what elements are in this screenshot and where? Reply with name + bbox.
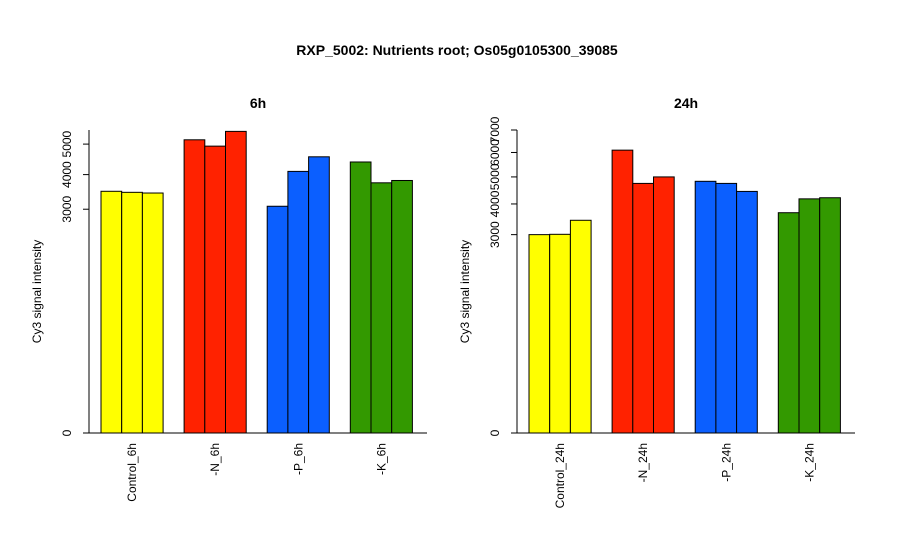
bar--K_6h-1 xyxy=(349,161,372,434)
y-tick-label: 3000 xyxy=(60,196,74,223)
bar-Control_24h-2 xyxy=(549,233,571,434)
bar--K_6h-2 xyxy=(370,182,393,434)
bar-Control_6h-1 xyxy=(100,190,123,434)
y-tick-label: 6000 xyxy=(488,139,502,166)
bar-Control_6h-3 xyxy=(141,192,164,434)
bar--N_24h-1 xyxy=(611,149,634,434)
y-axis-label: Cy3 signal intensity xyxy=(30,240,44,343)
category-label: Control_6h xyxy=(125,443,139,502)
bar--K_24h-3 xyxy=(819,197,841,434)
bar--K_6h-3 xyxy=(391,179,413,434)
panel-title: 24h xyxy=(674,95,698,111)
bar--N_24h-3 xyxy=(653,176,675,434)
bar--K_24h-2 xyxy=(798,198,821,434)
y-axis-label: Cy3 signal intensity xyxy=(458,240,472,343)
category-label: -K_24h xyxy=(802,443,816,482)
y-tick-label: 3000 xyxy=(488,221,502,248)
bar--P_6h-1 xyxy=(266,205,289,434)
y-tick-label: 7000 xyxy=(488,116,502,143)
category-label: -K_6h xyxy=(374,443,388,475)
y-tick-label: 4000 xyxy=(488,190,502,217)
bar--P_24h-3 xyxy=(736,190,758,434)
bar--N_6h-3 xyxy=(225,130,247,434)
y-tick-label: 5000 xyxy=(60,130,74,157)
figure-title: RXP_5002: Nutrients root; Os05g0105300_3… xyxy=(296,42,618,58)
category-label: -N_24h xyxy=(636,443,650,482)
category-label: -P_6h xyxy=(291,443,305,475)
bar-Control_24h-1 xyxy=(528,234,551,434)
y-tick-label: 5000 xyxy=(488,163,502,190)
category-label: -N_6h xyxy=(208,443,222,476)
bar--P_24h-1 xyxy=(694,180,717,434)
bar--N_6h-1 xyxy=(183,139,206,434)
y-tick-label: 0 xyxy=(488,429,502,436)
bar-Control_6h-2 xyxy=(121,191,143,434)
bar--P_24h-2 xyxy=(715,182,738,434)
y-tick-label: 4000 xyxy=(60,161,74,188)
panel-title: 6h xyxy=(250,95,266,111)
category-label: -P_24h xyxy=(719,443,733,482)
bar--P_6h-2 xyxy=(287,170,310,434)
bar-Control_24h-3 xyxy=(569,219,592,434)
y-tick-label: 0 xyxy=(60,429,74,436)
bar--P_6h-3 xyxy=(308,156,330,434)
category-label: Control_24h xyxy=(553,443,567,508)
bar--K_24h-1 xyxy=(777,212,800,434)
bar--N_24h-2 xyxy=(632,182,654,434)
bar--N_6h-2 xyxy=(204,145,227,434)
